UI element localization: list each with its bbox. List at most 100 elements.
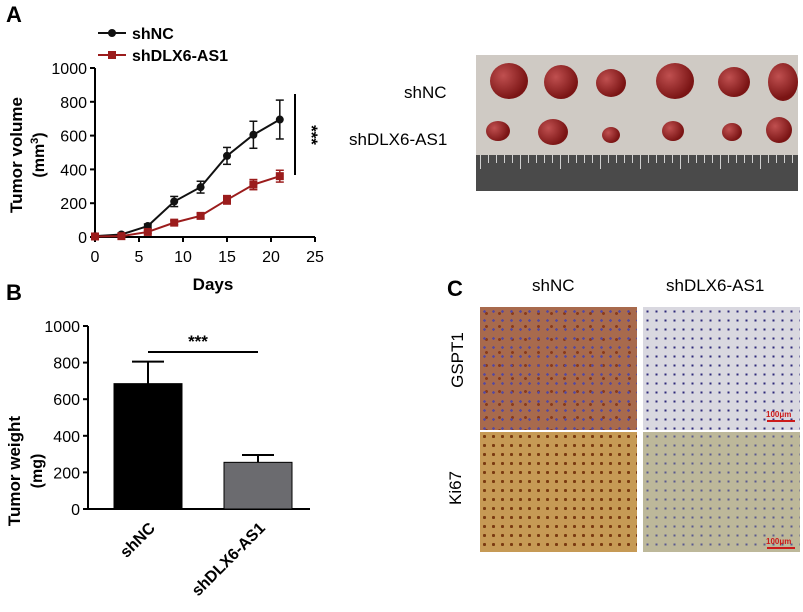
ihc-row-label-ki67: Ki67 [446, 470, 465, 506]
tumor-specimen [768, 63, 798, 101]
y-axis-label-line2: (mm3) [29, 132, 48, 177]
x-tick-label: 10 [174, 249, 192, 266]
bar-y-tick-label: 0 [71, 502, 80, 519]
y-tick-label: 200 [60, 196, 87, 213]
ruler-tick [520, 155, 521, 169]
ruler-tick [480, 155, 481, 169]
tumor-specimen [602, 127, 620, 143]
tumor-volume-line-chart: 0 200 400 600 800 1000 0 5 10 15 20 25 shNC shDLX6-A… [7, 26, 324, 294]
panel-label-b: B [6, 280, 22, 305]
data-point [249, 180, 258, 189]
series-line-1 [94, 175, 281, 238]
ihc-col-label-shnc: shNC [532, 276, 575, 295]
legend-label-0: shNC [132, 26, 174, 43]
bar-y-tick-label: 1000 [44, 319, 80, 336]
tumor-specimen [544, 65, 578, 99]
ruler-tick [568, 155, 569, 163]
y-tick-label: 800 [60, 95, 87, 112]
bar-y-tick-label: 800 [53, 356, 80, 373]
tumor-specimen [490, 63, 528, 99]
ruler-tick [648, 155, 649, 163]
legend-marker-1 [108, 51, 116, 59]
scale-bar-gspt1 [767, 420, 795, 422]
x-tick-label: 20 [262, 249, 280, 266]
ruler-tick [640, 155, 641, 169]
y-axis-label-line1: Tumor volume [7, 97, 26, 213]
ihc-row-label-gspt1: GSPT1 [448, 332, 467, 388]
photo-row-label-shnc: shNC [404, 83, 447, 102]
tumor-specimen [718, 67, 750, 97]
ruler-tick [784, 155, 785, 163]
x-tick-label: 5 [135, 249, 144, 266]
data-point [275, 172, 284, 181]
legend-marker-0 [108, 29, 116, 37]
tumor-photo [476, 55, 798, 191]
ruler-tick [672, 155, 673, 163]
tumor-specimen [596, 69, 626, 97]
series-line-0 [94, 118, 281, 238]
ruler-tick [496, 155, 497, 163]
bar-1 [223, 461, 293, 510]
ruler-tick [560, 155, 561, 169]
data-point [196, 183, 205, 192]
data-point [249, 130, 258, 139]
ruler-tick [600, 155, 601, 169]
ruler-tick [720, 155, 721, 169]
ruler-tick [776, 155, 777, 163]
ruler-tick [736, 155, 737, 163]
ruler-tick [664, 155, 665, 163]
line-chart-axes [94, 68, 315, 238]
tumor-specimen [766, 117, 792, 143]
ruler [476, 155, 798, 191]
ruler-tick [656, 155, 657, 163]
bar-y-tick-label: 400 [53, 429, 80, 446]
scale-bar-label-gspt1: 100μm [766, 410, 792, 419]
ruler-tick [584, 155, 585, 163]
data-point [223, 151, 231, 160]
data-point [275, 115, 284, 124]
x-tick-label: 25 [306, 249, 324, 266]
x-axis-label: Days [193, 275, 234, 294]
ruler-tick [688, 155, 689, 163]
data-point [170, 218, 179, 227]
data-point [143, 227, 152, 236]
ihc-image-ki67-shdlx6 [643, 432, 800, 552]
data-point [91, 232, 99, 241]
ruler-tick [592, 155, 593, 163]
tumor-specimen [722, 123, 742, 141]
ruler-tick [488, 155, 489, 163]
ruler-tick [576, 155, 577, 163]
y-tick-label: 600 [60, 129, 87, 146]
ihc-image-ki67-shnc [480, 432, 637, 552]
ruler-tick [744, 155, 745, 163]
y-tick-label: 400 [60, 162, 87, 179]
bar-significance-label: *** [188, 332, 208, 351]
panel-label-a: A [6, 2, 22, 27]
ruler-tick [752, 155, 753, 163]
x-tick-label: 15 [218, 249, 236, 266]
bar-0 [113, 383, 183, 510]
tumor-weight-bar-chart: 0 200 400 600 800 1000 shNC shDLX6-AS1 Tumor w… [5, 319, 310, 600]
ruler-tick [712, 155, 713, 163]
ruler-tick [512, 155, 513, 163]
ruler-tick [528, 155, 529, 163]
ruler-tick [536, 155, 537, 163]
data-point [117, 232, 126, 241]
ruler-tick [552, 155, 553, 163]
bar-category-label: shNC [117, 519, 159, 561]
tumor-specimen [662, 121, 684, 141]
ruler-tick [792, 155, 793, 163]
photo-row-label-shdlx6: shDLX6-AS1 [349, 130, 448, 149]
ruler-tick [680, 155, 681, 169]
bar-y-tick-label: 600 [53, 392, 80, 409]
ruler-tick [504, 155, 505, 163]
ruler-tick [704, 155, 705, 163]
ruler-tick [696, 155, 697, 163]
ruler-tick [632, 155, 633, 163]
bar-y-axis-label-line2: (mg) [29, 454, 46, 489]
y-tick-label: 1000 [51, 61, 87, 78]
ruler-tick [616, 155, 617, 163]
ruler-tick [608, 155, 609, 163]
bar-y-axis-label-line1: Tumor weight [5, 416, 24, 527]
ruler-tick [728, 155, 729, 163]
